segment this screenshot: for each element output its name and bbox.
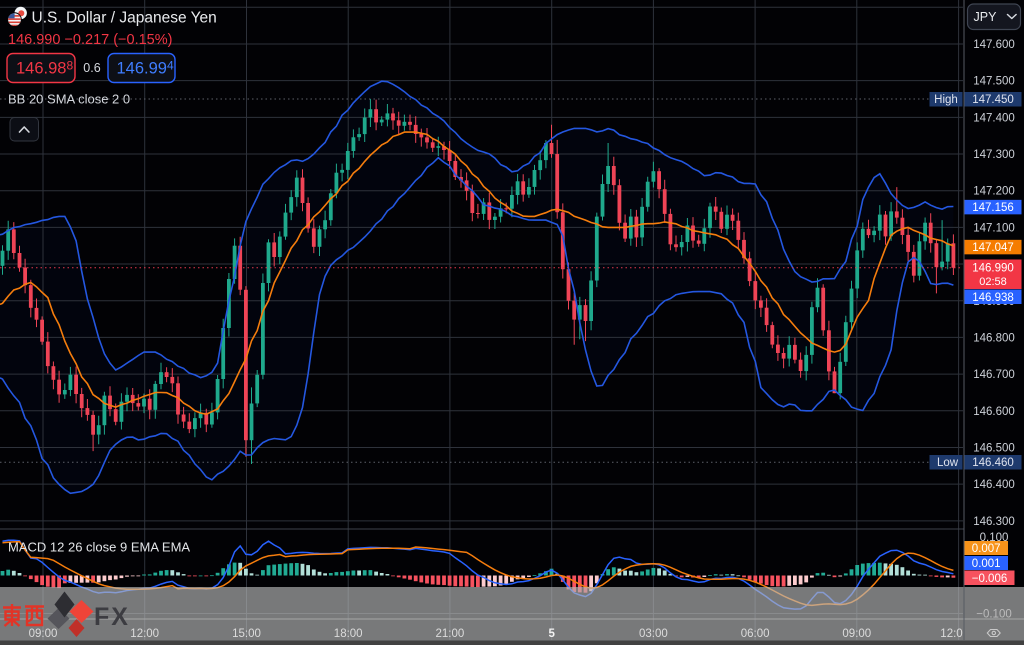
svg-text:147.047: 147.047 [972, 242, 1014, 254]
svg-text:146.994: 146.994 [117, 59, 174, 78]
svg-text:High: High [934, 94, 958, 106]
svg-text:18:00: 18:00 [334, 628, 363, 640]
svg-text:147.400: 147.400 [973, 112, 1015, 124]
svg-text:147.200: 147.200 [973, 186, 1015, 198]
svg-text:Low: Low [937, 457, 959, 469]
svg-text:0.6: 0.6 [83, 61, 100, 75]
svg-text:09:00: 09:00 [29, 628, 58, 640]
svg-text:06:00: 06:00 [741, 628, 770, 640]
svg-text:−0.006: −0.006 [972, 573, 1008, 585]
svg-text:15:00: 15:00 [232, 628, 261, 640]
svg-text:147.300: 147.300 [973, 149, 1015, 161]
svg-text:0.007: 0.007 [972, 543, 1001, 555]
svg-text:146.990 −0.217 (−0.15%): 146.990 −0.217 (−0.15%) [8, 32, 172, 48]
svg-text:146.700: 146.700 [973, 369, 1015, 381]
svg-text:0.001: 0.001 [972, 558, 1001, 570]
svg-text:146.460: 146.460 [972, 457, 1014, 469]
svg-text:147.450: 147.450 [972, 94, 1014, 106]
svg-text:146.300: 146.300 [973, 516, 1015, 528]
svg-text:147.600: 147.600 [973, 39, 1015, 51]
svg-text:146.500: 146.500 [973, 443, 1015, 455]
svg-text:02:58: 02:58 [979, 276, 1007, 288]
svg-text:BB 20 SMA close 2 0: BB 20 SMA close 2 0 [8, 92, 130, 107]
svg-text:JPY: JPY [974, 10, 998, 24]
svg-text:146.938: 146.938 [972, 292, 1014, 304]
svg-text:MACD 12 26 close 9 EMA EMA: MACD 12 26 close 9 EMA EMA [8, 540, 190, 555]
svg-text:147.500: 147.500 [973, 76, 1015, 88]
svg-text:146.600: 146.600 [973, 406, 1015, 418]
svg-text:146.990: 146.990 [972, 263, 1014, 275]
svg-text:03:00: 03:00 [639, 628, 668, 640]
svg-text:147.100: 147.100 [973, 222, 1015, 234]
svg-text:−0.100: −0.100 [976, 609, 1012, 621]
svg-text:FX: FX [94, 603, 130, 631]
svg-text:21:00: 21:00 [436, 628, 465, 640]
svg-text:146.988: 146.988 [16, 59, 73, 78]
svg-text:147.156: 147.156 [972, 202, 1014, 214]
svg-text:09:00: 09:00 [842, 628, 871, 640]
svg-text:U.S. Dollar / Japanese Yen: U.S. Dollar / Japanese Yen [32, 10, 217, 27]
svg-text:5: 5 [548, 628, 555, 640]
svg-text:146.800: 146.800 [973, 332, 1015, 344]
svg-text:146.400: 146.400 [973, 479, 1015, 491]
svg-text:12:00: 12:00 [130, 628, 159, 640]
svg-text:12:0: 12:0 [940, 628, 962, 640]
